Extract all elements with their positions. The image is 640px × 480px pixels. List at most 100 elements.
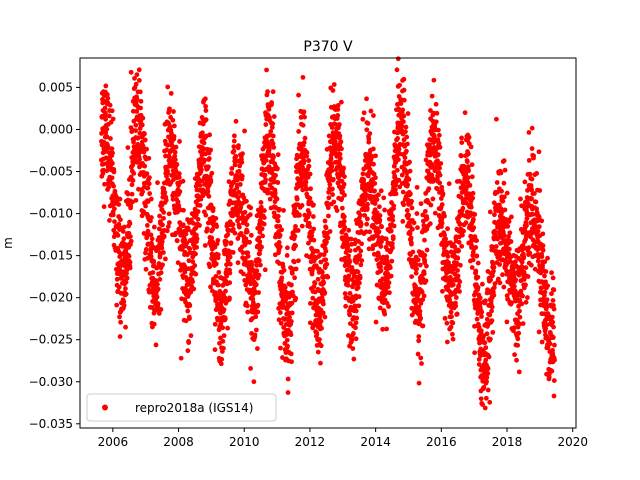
data-point <box>227 254 233 260</box>
data-point <box>501 194 507 200</box>
data-point <box>117 334 123 339</box>
data-point <box>110 212 116 218</box>
data-point <box>190 279 195 285</box>
data-point <box>186 258 192 264</box>
data-point <box>437 144 443 150</box>
data-point <box>318 343 324 349</box>
data-point <box>123 291 129 297</box>
data-point <box>367 229 373 235</box>
data-point <box>142 137 148 143</box>
data-point <box>131 171 137 176</box>
data-point <box>165 142 171 148</box>
data-point <box>233 118 239 124</box>
data-point <box>165 84 171 90</box>
data-point <box>501 233 507 239</box>
y-axis: 0.005 0.000 −0.005 −0.010 −0.015 −0.020 −0.025… <box>29 80 80 431</box>
data-point <box>225 325 231 331</box>
data-point <box>526 130 532 135</box>
data-point <box>322 218 328 224</box>
data-point <box>539 339 545 345</box>
data-point <box>359 241 365 247</box>
data-point <box>244 222 250 228</box>
data-point <box>422 237 427 243</box>
data-point <box>409 205 415 211</box>
data-point <box>435 152 441 158</box>
data-point <box>552 357 557 363</box>
data-point <box>183 318 189 324</box>
data-point <box>276 240 282 245</box>
data-point <box>487 312 493 318</box>
data-point <box>516 369 522 375</box>
data-point <box>550 275 556 281</box>
data-point <box>513 259 518 265</box>
data-point <box>514 357 519 363</box>
data-point <box>255 309 261 315</box>
data-point <box>448 324 454 330</box>
data-point <box>365 216 370 222</box>
data-point <box>471 216 476 222</box>
data-point <box>325 235 331 241</box>
data-point <box>372 181 378 186</box>
data-point <box>256 235 262 241</box>
data-point <box>410 226 415 232</box>
data-point <box>187 303 193 308</box>
data-point <box>543 269 549 274</box>
data-point <box>137 157 142 162</box>
data-point <box>326 195 332 201</box>
data-point <box>336 122 342 127</box>
data-point <box>202 243 208 248</box>
data-point <box>371 113 376 118</box>
data-point <box>297 212 302 218</box>
data-point <box>261 215 267 221</box>
data-point <box>197 183 203 188</box>
y-tick-label: −0.025 <box>29 333 73 347</box>
data-point <box>417 262 423 268</box>
data-point <box>408 235 414 241</box>
data-point <box>170 196 176 202</box>
data-point <box>239 159 245 165</box>
data-point <box>428 202 434 208</box>
data-point <box>469 174 475 180</box>
legend-box <box>86 393 277 422</box>
data-point <box>485 387 491 393</box>
data-point <box>397 184 403 190</box>
data-point <box>301 158 307 164</box>
data-point <box>418 201 424 207</box>
data-point <box>281 267 287 273</box>
data-point <box>230 250 236 255</box>
data-point <box>147 191 153 196</box>
data-point <box>494 189 500 195</box>
data-point <box>484 379 489 384</box>
data-point <box>238 204 244 210</box>
data-point <box>433 119 439 125</box>
data-point <box>296 258 301 264</box>
data-points <box>98 56 557 411</box>
data-point <box>513 277 519 283</box>
data-point <box>220 338 226 344</box>
data-point <box>203 103 208 109</box>
data-point <box>529 176 535 182</box>
data-point <box>294 196 300 202</box>
data-point <box>270 121 276 127</box>
data-point <box>253 314 259 320</box>
data-point <box>347 290 353 296</box>
data-point <box>186 227 191 233</box>
data-point <box>276 317 282 323</box>
data-point <box>342 255 348 261</box>
data-point <box>157 276 163 282</box>
data-point <box>167 106 172 112</box>
data-point <box>455 255 461 261</box>
data-point <box>284 245 290 251</box>
data-point <box>539 254 545 259</box>
data-point <box>459 140 465 146</box>
data-point <box>484 316 490 322</box>
data-point <box>145 185 151 191</box>
data-point <box>542 259 548 265</box>
data-point <box>239 173 245 179</box>
data-point <box>379 239 384 245</box>
data-point <box>106 184 112 190</box>
data-point <box>236 143 241 149</box>
y-axis-label: m <box>1 237 15 249</box>
data-point <box>358 262 364 268</box>
data-point <box>381 195 387 201</box>
